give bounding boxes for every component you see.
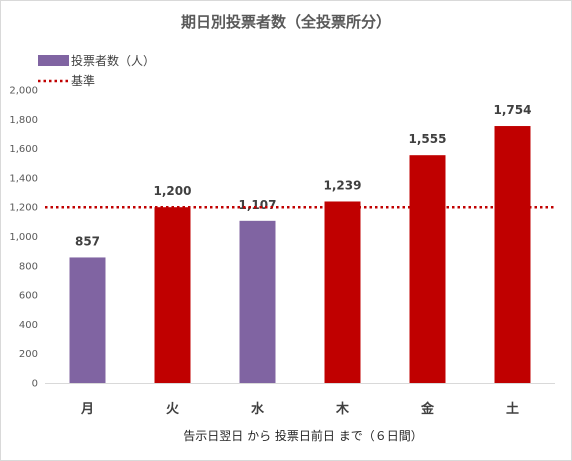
data-label: 1,200 <box>154 184 192 198</box>
x-tick-label: 土 <box>506 401 519 417</box>
x-tick-label: 金 <box>420 401 435 417</box>
y-tick-label: 1,400 <box>9 173 38 184</box>
bar <box>154 207 191 383</box>
legend-label-reference: 基準 <box>71 73 95 88</box>
y-axis: 0 200 400 600 800 1,000 1,200 1,400 1,600 1,800 2,… <box>9 86 38 390</box>
legend-swatch-bars <box>38 55 69 66</box>
x-tick-label: 水 <box>251 401 265 417</box>
data-label: 1,754 <box>494 103 532 117</box>
chart-title: 期日別投票者数（全投票所分） <box>181 13 391 31</box>
bar <box>239 220 276 383</box>
x-axis: 月火水木金土 <box>80 401 519 417</box>
legend: 投票者数（人） 基準 <box>38 53 155 88</box>
y-tick-label: 2,000 <box>9 86 38 97</box>
bars <box>69 126 531 383</box>
bar <box>494 126 531 383</box>
y-tick-label: 600 <box>19 291 38 302</box>
y-tick-label: 800 <box>19 261 38 272</box>
bar <box>409 155 446 383</box>
y-tick-label: 1,600 <box>9 144 38 155</box>
y-tick-label: 200 <box>19 349 38 360</box>
x-axis-label: 告示日翌日 から 投票日前日 まで（６日間） <box>183 428 422 443</box>
bar <box>69 257 106 383</box>
data-label: 1,107 <box>239 198 277 212</box>
data-labels: 857 1,200 1,107 1,239 1,555 1,754 <box>75 103 532 248</box>
data-label: 1,555 <box>409 132 447 146</box>
bar <box>324 201 361 383</box>
y-tick-label: 1,200 <box>9 203 38 214</box>
data-label: 857 <box>75 234 100 248</box>
legend-label-bars: 投票者数（人） <box>71 53 155 68</box>
data-label: 1,239 <box>324 178 362 192</box>
y-tick-label: 1,800 <box>9 115 38 126</box>
y-tick-label: 400 <box>19 320 38 331</box>
x-tick-label: 火 <box>166 402 180 417</box>
y-tick-label: 0 <box>32 379 38 390</box>
y-tick-label: 1,000 <box>9 232 38 243</box>
x-tick-label: 木 <box>335 401 350 417</box>
x-tick-label: 月 <box>80 402 94 417</box>
